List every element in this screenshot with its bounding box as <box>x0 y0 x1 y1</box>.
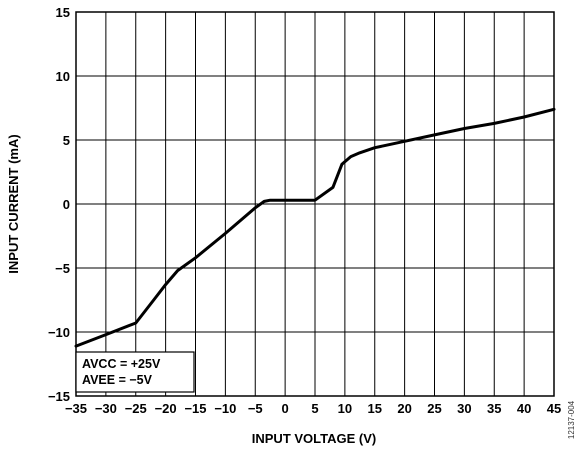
annotation-avcc: AVCC = +25V <box>82 357 161 371</box>
x-tick-label: −30 <box>95 401 117 416</box>
y-tick-label: 0 <box>63 197 70 212</box>
y-tick-label: −5 <box>55 261 70 276</box>
x-tick-label: 35 <box>487 401 501 416</box>
y-tick-label: −10 <box>48 325 70 340</box>
x-tick-label: −25 <box>125 401 147 416</box>
y-tick-label: 10 <box>56 69 70 84</box>
x-tick-label: 25 <box>427 401 441 416</box>
x-axis-label: INPUT VOLTAGE (V) <box>252 431 376 446</box>
x-tick-label: −20 <box>155 401 177 416</box>
x-tick-label: −10 <box>214 401 236 416</box>
series-line <box>74 107 556 348</box>
series-layer <box>74 107 556 348</box>
grid-lines <box>75 11 555 397</box>
x-tick-label: 45 <box>547 401 561 416</box>
x-tick-label: 10 <box>338 401 352 416</box>
y-tick-label: −15 <box>48 389 70 404</box>
x-tick-label: 5 <box>311 401 318 416</box>
x-tick-label: 40 <box>517 401 531 416</box>
y-tick-label: 5 <box>63 133 70 148</box>
x-tick-labels: −35 −30 −25 −20 −15 −10 −5 0 5 10 15 20 25 30 35 40 45 <box>65 401 561 416</box>
figure-id: 12137-004 <box>567 400 576 439</box>
x-tick-label: −5 <box>248 401 263 416</box>
plot-frame <box>75 11 555 397</box>
x-tick-label: 15 <box>368 401 382 416</box>
x-tick-label: 30 <box>457 401 471 416</box>
y-tick-label: 15 <box>56 5 70 20</box>
x-tick-label: −35 <box>65 401 87 416</box>
x-tick-label: 20 <box>397 401 411 416</box>
annotation-box <box>75 351 195 393</box>
annotation-avee: AVEE = −5V <box>82 373 153 387</box>
y-tick-labels: −15 −10 −5 0 5 10 15 <box>48 5 70 404</box>
x-tick-label: 0 <box>282 401 289 416</box>
y-axis-label: INPUT CURRENT (mA) <box>6 134 21 273</box>
x-tick-label: −15 <box>184 401 206 416</box>
